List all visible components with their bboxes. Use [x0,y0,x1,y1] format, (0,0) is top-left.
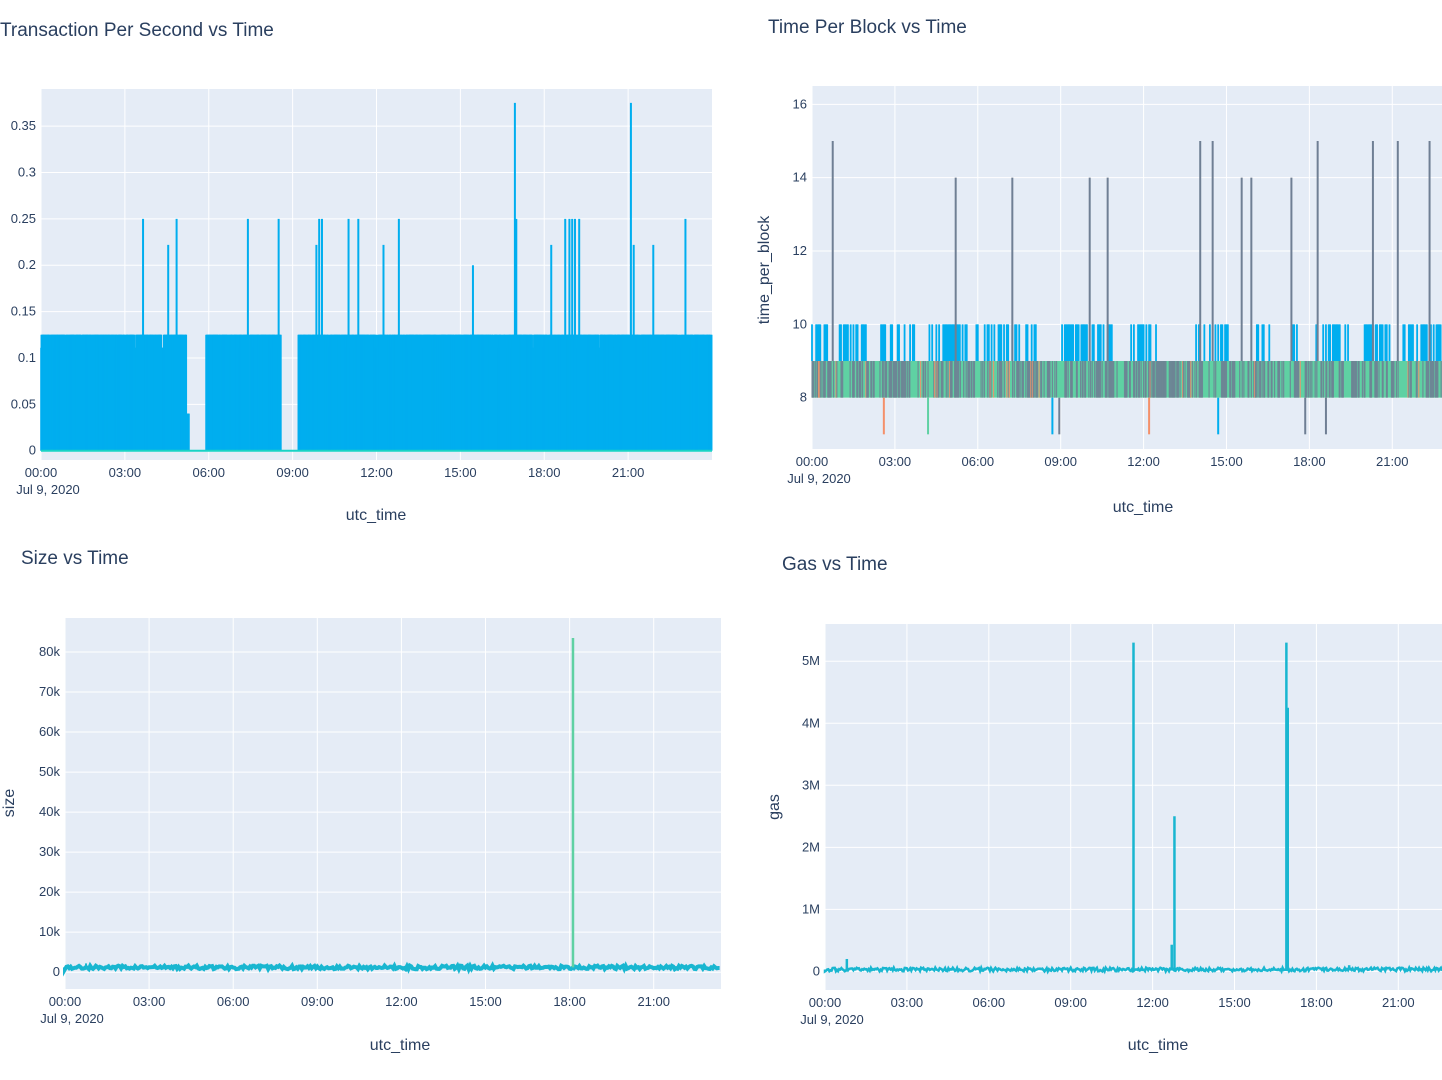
y-tick-label: 5M [802,653,820,668]
x-axis-label: utc_time [370,1037,431,1054]
x-tick-label: 12:00 [360,465,393,480]
tps-chart-panel: Transaction Per Second vs Time 00:00 03:0… [0,0,720,530]
y-tick-label: 0.3 [18,164,36,179]
x-date-label: Jul 9, 2020 [800,1012,864,1027]
y-tick-label: 0.1 [18,350,36,365]
y-tick-label: 1M [802,901,820,916]
y-tick-label: 0.2 [18,257,36,272]
x-tick-label: 21:00 [1382,995,1415,1010]
x-axis-label: utc_time [1128,1037,1189,1054]
chart-title: Time Per Block vs Time [768,17,967,38]
x-tick-label: 03:00 [879,454,912,469]
tps-bars [40,102,713,451]
plot-area: 00:00 03:00 06:00 09:00 12:00 15:00 18:00 21:00… [787,86,1442,486]
x-tick-label: 18:00 [528,465,561,480]
x-tick-label: 12:00 [1136,995,1169,1010]
x-tick-label: 09:00 [1044,454,1077,469]
x-tick-label: 03:00 [109,465,142,480]
y-tick-label: 3M [802,777,820,792]
x-tick-label: 21:00 [1376,454,1409,469]
plot-area: 00:00 03:00 06:00 09:00 12:00 15:00 18:00 21:00… [800,624,1442,1027]
x-tick-label: 09:00 [301,994,334,1009]
x-tick-label: 09:00 [276,465,309,480]
y-tick-label: 60k [39,724,60,739]
y-tick-label: 20k [39,884,60,899]
y-tick-label: 8 [800,390,807,405]
x-tick-label: 15:00 [469,994,502,1009]
x-tick-label: 03:00 [133,994,166,1009]
y-tick-label: 0 [29,443,36,458]
x-tick-label: 12:00 [1127,454,1160,469]
y-axis-label: gas [766,794,783,820]
y-tick-label: 0.15 [11,304,36,319]
y-tick-label: 50k [39,764,60,779]
y-tick-label: 70k [39,684,60,699]
x-tick-label: 06:00 [962,454,995,469]
y-tick-label: 4M [802,715,820,730]
y-tick-label: 16 [793,96,807,111]
x-tick-label: 06:00 [217,994,250,1009]
y-tick-label: 10 [793,316,807,331]
y-tick-label: 12 [793,243,807,258]
y-tick-label: 40k [39,804,60,819]
y-tick-label: 0 [53,964,60,979]
y-tick-label: 0.05 [11,396,36,411]
x-tick-label: 06:00 [192,465,225,480]
x-tick-label: 18:00 [553,994,586,1009]
x-tick-label: 09:00 [1054,995,1087,1010]
x-tick-label: 06:00 [973,995,1006,1010]
x-axis-label: utc_time [1113,499,1174,516]
chart-title: Transaction Per Second vs Time [0,20,274,41]
y-tick-label: 0 [813,963,820,978]
size-chart-panel: Size vs Time 00:00 03:00 06:00 09:00 12:00 15… [0,530,725,1080]
x-date-label: Jul 9, 2020 [40,1011,104,1026]
chart-title: Size vs Time [21,548,129,569]
y-tick-label: 30k [39,844,60,859]
chart-title: Gas vs Time [782,554,888,575]
x-tick-label: 03:00 [891,995,924,1010]
y-tick-label: 0.35 [11,118,36,133]
plot-area: 00:00 03:00 06:00 09:00 12:00 15:00 18:00 21:00… [39,618,721,1026]
size-line [63,961,720,977]
x-tick-label: 21:00 [612,465,645,480]
x-tick-label: 18:00 [1300,995,1333,1010]
x-tick-label: 15:00 [1218,995,1251,1010]
tpb-gray-texture [811,361,1442,398]
y-tick-label: 2M [802,839,820,854]
size-chart: Size vs Time 00:00 03:00 06:00 09:00 12:00 15… [1,548,721,1054]
x-date-label: Jul 9, 2020 [16,482,80,497]
y-tick-label: 80k [39,644,60,659]
y-axis-label: size [1,789,18,818]
x-tick-label: 15:00 [444,465,477,480]
x-tick-label: 00:00 [796,454,829,469]
x-tick-label: 18:00 [1293,454,1326,469]
gas-line [823,964,1442,975]
tps-chart: Transaction Per Second vs Time 00:00 03:0… [0,20,713,524]
x-tick-label: 15:00 [1210,454,1243,469]
plot-area: 00:00 03:00 06:00 09:00 12:00 15:00 18:00 21:00… [11,89,713,497]
time-per-block-chart: Time Per Block vs Time 00:00 03:00 06:00 09… [756,17,1442,516]
gas-chart: Gas vs Time 00:00 03:00 06:00 09:00 12:00 15:… [766,554,1442,1054]
plot-background [65,618,721,989]
x-tick-label: 21:00 [637,994,670,1009]
x-tick-label: 12:00 [385,994,418,1009]
y-axis-label: time_per_block [756,215,773,325]
tpb-blue-band [811,324,1442,361]
x-tick-label: 00:00 [809,995,842,1010]
x-tick-label: 00:00 [25,465,58,480]
x-tick-label: 00:00 [49,994,82,1009]
y-tick-label: 10k [39,924,60,939]
y-tick-label: 14 [793,170,807,185]
gas-chart-panel: Gas vs Time 00:00 03:00 06:00 09:00 12:00 15:… [725,530,1442,1080]
x-date-label: Jul 9, 2020 [787,471,851,486]
y-tick-label: 0.25 [11,211,36,226]
time-per-block-chart-panel: Time Per Block vs Time 00:00 03:00 06:00 09… [720,0,1442,530]
x-axis-label: utc_time [346,507,407,524]
